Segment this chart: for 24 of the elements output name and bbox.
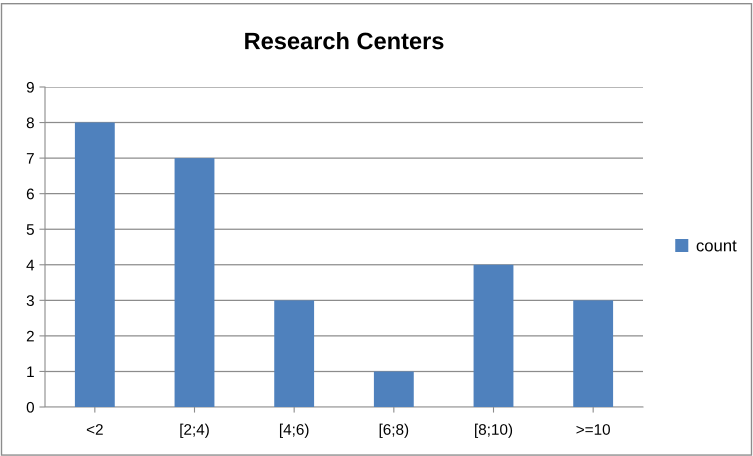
x-tick-label: >=10 bbox=[576, 424, 610, 435]
bar bbox=[74, 122, 115, 407]
legend-label: count bbox=[696, 240, 737, 252]
bar bbox=[374, 371, 414, 407]
y-tick-label: 5 bbox=[26, 224, 34, 235]
x-tick-label: [8;10) bbox=[475, 424, 512, 438]
bar bbox=[274, 300, 314, 407]
y-tick-label: 1 bbox=[27, 366, 34, 377]
x-tick-label: [2;4) bbox=[180, 424, 209, 438]
y-tick-label: 0 bbox=[26, 402, 34, 413]
y-tick-label: 2 bbox=[26, 330, 34, 342]
bar bbox=[174, 158, 214, 407]
y-tick-label: 9 bbox=[26, 82, 34, 93]
y-tick-label: 4 bbox=[26, 260, 34, 270]
y-tick-label: 7 bbox=[26, 153, 34, 164]
x-tick-label: <2 bbox=[86, 424, 103, 435]
x-tick-label: [4;6) bbox=[280, 424, 309, 438]
y-tick-label: 8 bbox=[26, 117, 34, 128]
bar bbox=[573, 300, 614, 407]
y-tick-label: 3 bbox=[26, 295, 34, 306]
chart-title: Research Centers bbox=[245, 32, 444, 50]
x-tick-label: [6;8) bbox=[380, 424, 408, 438]
y-tick-label: 6 bbox=[26, 188, 34, 200]
bar bbox=[474, 264, 514, 407]
